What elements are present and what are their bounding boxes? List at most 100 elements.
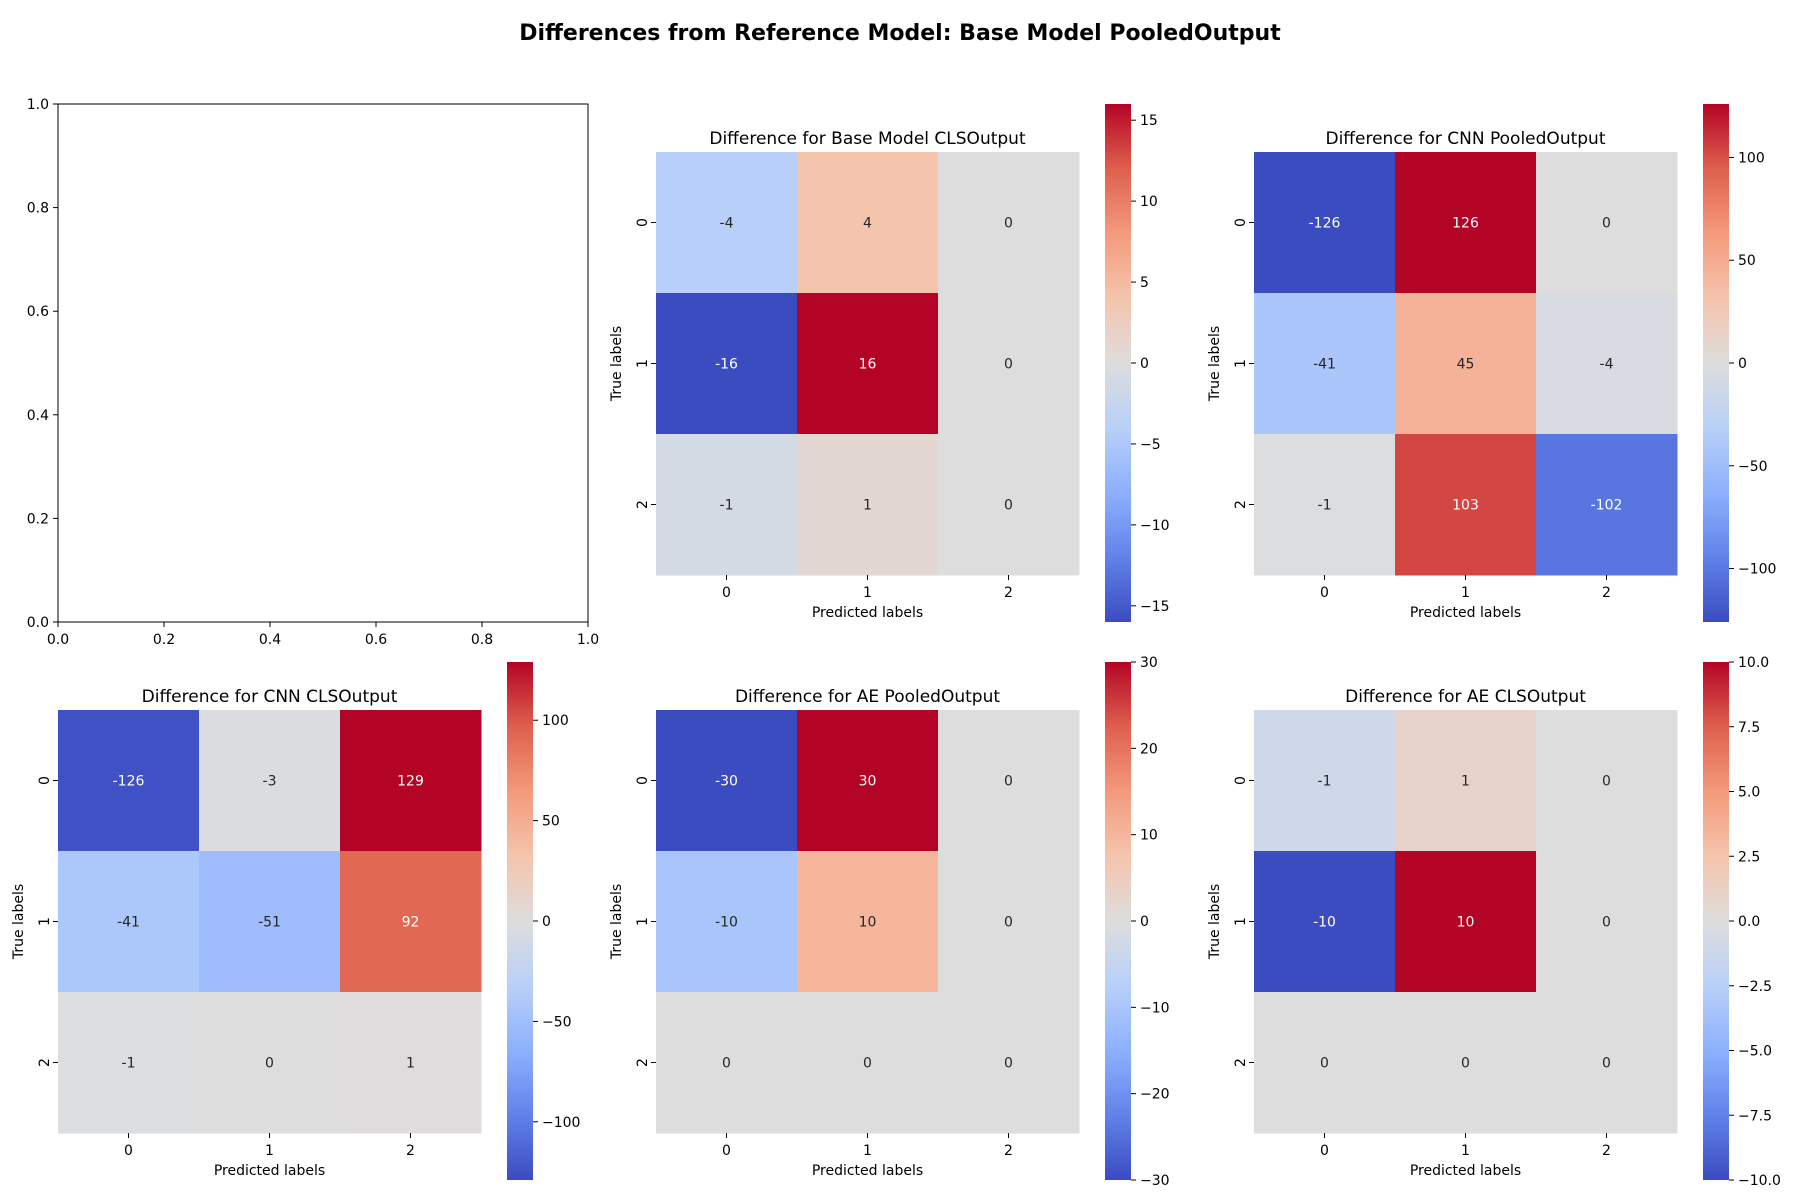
heatmap-cell: [938, 851, 1080, 993]
x-tick-label: 2: [1602, 1143, 1611, 1159]
cell-value-label: 1: [1461, 774, 1470, 790]
colorbar-tick-label: −5: [1140, 437, 1161, 453]
colorbar-tick-label: 30: [1140, 655, 1158, 671]
y-tick-label: 1.0: [27, 97, 49, 113]
heatmap-cell: [1254, 710, 1396, 852]
cell-value-label: -30: [715, 774, 738, 790]
heatmap-cell: [656, 710, 798, 852]
colorbar-tick-label: 10.0: [1738, 655, 1769, 671]
heatmap-cell: [797, 710, 939, 852]
y-tick-label: 2: [1233, 1058, 1249, 1067]
heatmap-cell: [797, 434, 939, 576]
x-tick-label: 0: [722, 1143, 731, 1159]
colorbar-tick-label: −7.5: [1738, 1108, 1772, 1124]
cell-value-label: 1: [406, 1056, 415, 1072]
heatmap-cell: [1536, 851, 1678, 993]
colorbar-tick-label: −5.0: [1738, 1044, 1772, 1060]
x-axis-label: Predicted labels: [1410, 605, 1521, 621]
cell-value-label: -1: [720, 498, 734, 514]
heatmap-cell: [1254, 434, 1396, 576]
heatmap-cell: [1536, 992, 1678, 1134]
cell-value-label: 30: [859, 774, 877, 790]
cell-value-label: 45: [1457, 357, 1475, 373]
cell-value-label: 4: [863, 216, 872, 232]
heatmap-cell: [797, 152, 939, 294]
cell-value-label: 0: [1602, 774, 1611, 790]
y-tick-label: 0.8: [27, 201, 49, 217]
y-axis-label: True labels: [11, 884, 27, 960]
y-tick-label: 0: [635, 776, 651, 785]
colorbar-tick-label: 5: [1140, 275, 1149, 291]
colorbar-tick-label: −100: [542, 1115, 580, 1131]
x-tick-label: 2: [406, 1143, 415, 1159]
cell-value-label: -126: [1309, 216, 1341, 232]
heatmap-title: Difference for AE PooledOutput: [735, 687, 1000, 707]
heatmap-cell: [938, 293, 1080, 435]
heatmap-cell: [938, 992, 1080, 1134]
heatmap-cell: [656, 152, 798, 294]
empty-axes: 0.0 0.2 0.4 0.6 0.8 1.0 0.0 0.2 0.4 0.6 0.8 1.0: [27, 97, 599, 648]
cell-value-label: 0: [863, 1056, 872, 1072]
heatmaps: Difference for Base Model CLSOutput -4 4 0 -…: [11, 104, 1781, 1189]
heatmap-cell: [199, 992, 341, 1134]
heatmap-cell: [938, 152, 1080, 294]
colorbar-tick-label: −15: [1140, 599, 1170, 615]
x-tick-label: 1: [1461, 1143, 1470, 1159]
heatmap-cell: [1536, 710, 1678, 852]
cell-value-label: 0: [1602, 915, 1611, 931]
heatmap-cell: [656, 434, 798, 576]
heatmap-cell: [1395, 992, 1537, 1134]
colorbar-tick-label: 100: [542, 713, 569, 729]
colorbar: [1105, 104, 1131, 622]
cell-value-label: 129: [397, 774, 424, 790]
colorbar-tick-label: 0: [1140, 914, 1149, 930]
heatmap-title: Difference for CNN PooledOutput: [1325, 129, 1605, 149]
cell-value-label: 1: [863, 498, 872, 514]
y-tick-label: 0: [635, 218, 651, 227]
x-tick-label: 0.6: [365, 632, 387, 648]
heatmap-cell: [938, 434, 1080, 576]
y-tick-label: 1: [37, 917, 53, 926]
cell-value-label: 92: [402, 915, 420, 931]
colorbar-tick-label: 50: [542, 814, 560, 830]
heatmap-cell: [656, 851, 798, 993]
cell-value-label: 0: [722, 1056, 731, 1072]
cell-value-label: -4: [1600, 357, 1614, 373]
x-tick-label: 1.0: [577, 632, 599, 648]
cell-value-label: 0: [1004, 774, 1013, 790]
colorbar-tick-label: −50: [542, 1014, 572, 1030]
heatmap-cell: [797, 293, 939, 435]
colorbar-tick-label: −2.5: [1738, 979, 1772, 995]
y-tick-label: 2: [635, 500, 651, 509]
x-tick-label: 1: [265, 1143, 274, 1159]
empty-axes-frame: [57, 103, 589, 623]
colorbar-tick-label: 2.5: [1738, 849, 1760, 865]
x-tick-label: 2: [1602, 585, 1611, 601]
heatmap-cell: [1536, 293, 1678, 435]
colorbar-tick-label: 100: [1738, 150, 1765, 166]
heatmap-cell: [58, 992, 200, 1134]
cell-value-label: -16: [715, 357, 738, 373]
y-tick-label: 0.6: [27, 304, 49, 320]
cell-value-label: -4: [720, 216, 734, 232]
heatmap-cell: [1536, 152, 1678, 294]
colorbar: [1703, 104, 1729, 622]
cell-value-label: 0: [1004, 1056, 1013, 1072]
y-tick-label: 1: [1233, 917, 1249, 926]
heatmap-cell: [340, 710, 482, 852]
colorbar-tick-label: −50: [1738, 459, 1768, 475]
cell-value-label: -126: [113, 774, 145, 790]
cell-value-label: 10: [859, 915, 877, 931]
colorbar-tick-label: 0.0: [1738, 914, 1760, 930]
y-axis-label: True labels: [1207, 884, 1223, 960]
heatmap-cell: [1395, 293, 1537, 435]
x-tick-label: 0: [124, 1143, 133, 1159]
colorbar-tick-label: −20: [1140, 1087, 1170, 1103]
colorbar: [507, 662, 533, 1180]
y-tick-label: 2: [635, 1058, 651, 1067]
cell-value-label: 0: [1004, 216, 1013, 232]
cell-value-label: -10: [1313, 915, 1336, 931]
y-axis-label: True labels: [609, 884, 625, 960]
cell-value-label: 0: [1004, 915, 1013, 931]
